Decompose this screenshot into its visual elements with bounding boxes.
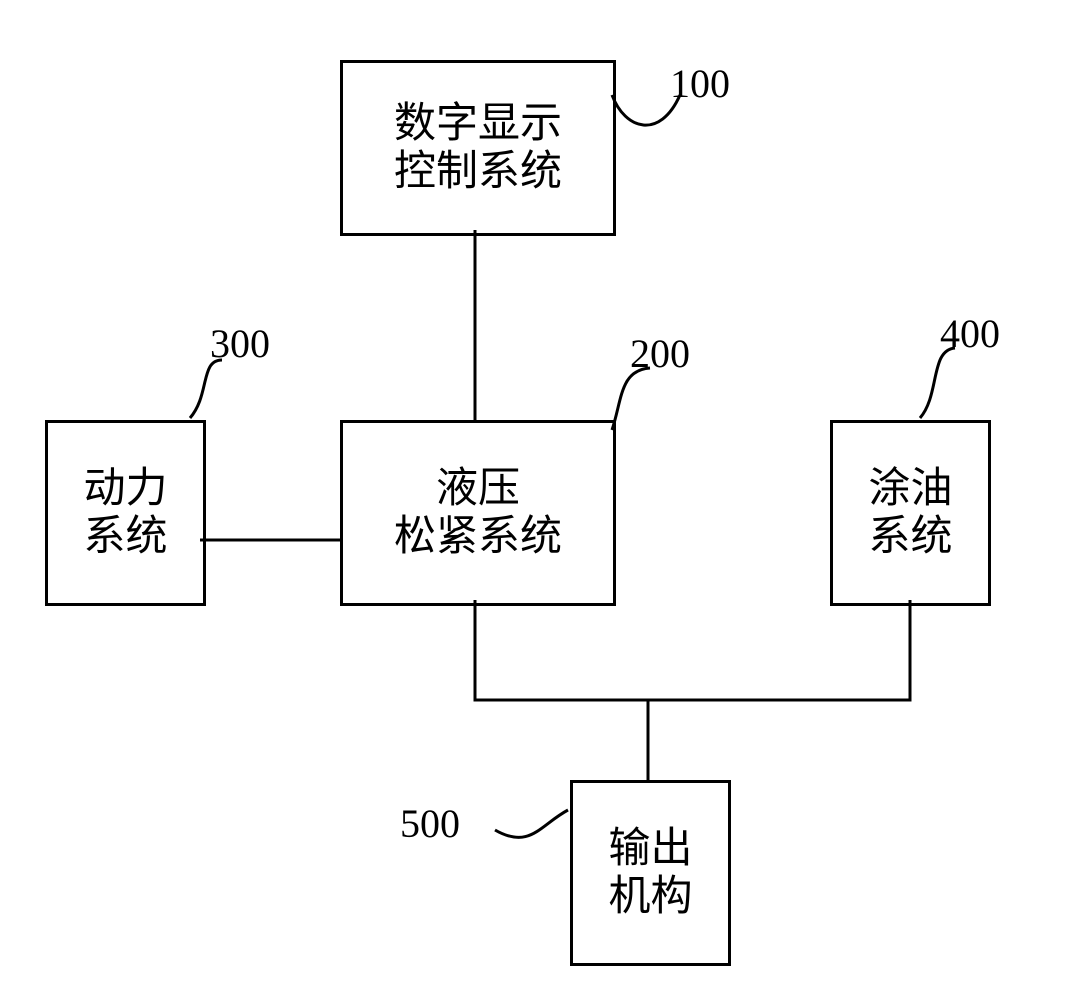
ref-label-100: 100	[670, 60, 730, 107]
node-500-line2: 机构	[608, 873, 692, 921]
lead-300	[190, 360, 222, 418]
lead-200	[612, 368, 650, 430]
node-400-line2: 系统	[868, 513, 952, 561]
ref-label-300: 300	[210, 320, 270, 367]
node-100-line1: 数字显示	[394, 100, 562, 148]
node-200-line1: 液压	[436, 465, 520, 513]
node-500-line1: 输出	[608, 825, 692, 873]
ref-label-500: 500	[400, 800, 460, 847]
ref-label-200: 200	[630, 330, 690, 377]
node-200-line2: 松紧系统	[394, 513, 562, 561]
node-300-line1: 动力	[83, 465, 167, 513]
node-300: 动力 系统	[45, 420, 206, 606]
diagram-canvas: 数字显示 控制系统 100 液压 松紧系统 200 动力 系统 300 涂油 系…	[0, 0, 1075, 988]
lead-400	[920, 348, 955, 418]
node-400: 涂油 系统	[830, 420, 991, 606]
node-400-line1: 涂油	[868, 465, 952, 513]
node-100: 数字显示 控制系统	[340, 60, 616, 236]
node-500: 输出 机构	[570, 780, 731, 966]
node-200: 液压 松紧系统	[340, 420, 616, 606]
edge-400-500	[648, 600, 910, 700]
lead-500	[495, 810, 568, 837]
node-300-line2: 系统	[83, 513, 167, 561]
node-100-line2: 控制系统	[394, 148, 562, 196]
ref-label-400: 400	[940, 310, 1000, 357]
edge-200-500	[475, 600, 648, 780]
